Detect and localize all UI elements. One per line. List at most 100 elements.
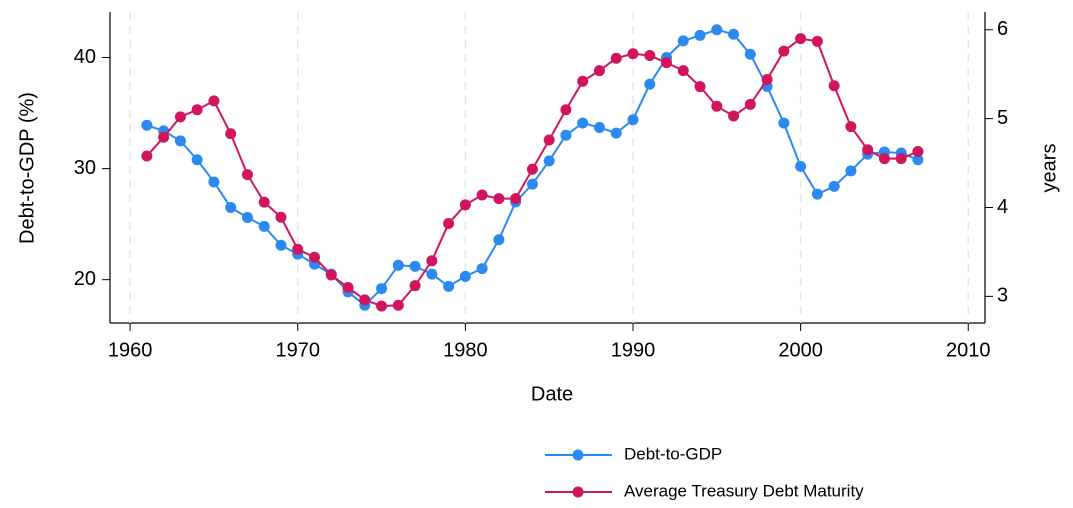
data-point: [526, 178, 538, 190]
legend-marker: [572, 449, 584, 461]
data-point: [543, 134, 555, 146]
data-point: [241, 169, 253, 181]
data-point: [895, 153, 907, 165]
data-point: [258, 196, 270, 208]
data-point: [443, 217, 455, 229]
data-point: [744, 98, 756, 110]
data-point: [493, 193, 505, 205]
data-point: [241, 211, 253, 223]
data-point: [342, 281, 354, 293]
data-point: [543, 155, 555, 167]
y2-tick-label: 4: [997, 196, 1008, 218]
x-axis-label: Date: [531, 383, 573, 405]
y2-tick-label: 6: [997, 18, 1008, 40]
data-point: [728, 110, 740, 122]
data-point: [560, 129, 572, 141]
data-point: [275, 211, 287, 223]
data-point: [610, 127, 622, 139]
data-point: [778, 45, 790, 57]
legend-marker: [572, 486, 584, 498]
data-point: [359, 294, 371, 306]
data-point: [309, 251, 321, 263]
y2-tick-label: 3: [997, 285, 1008, 307]
data-point: [845, 165, 857, 177]
y-tick-label: 30: [74, 157, 96, 179]
data-point: [828, 80, 840, 92]
data-point: [476, 189, 488, 201]
data-point: [493, 234, 505, 246]
x-tick-label: 2000: [778, 339, 823, 361]
data-point: [225, 201, 237, 213]
x-tick-label: 1980: [443, 339, 488, 361]
data-point: [510, 193, 522, 205]
data-point: [409, 260, 421, 272]
data-point: [560, 104, 572, 116]
data-point: [191, 104, 203, 116]
data-point: [225, 128, 237, 140]
data-point: [208, 95, 220, 107]
data-point: [275, 239, 287, 251]
data-point: [728, 28, 740, 40]
x-tick-label: 1960: [108, 339, 153, 361]
data-point: [610, 52, 622, 64]
data-point: [711, 100, 723, 112]
data-point: [593, 65, 605, 77]
data-point: [409, 280, 421, 292]
data-point: [694, 29, 706, 41]
data-point: [392, 299, 404, 311]
x-tick-label: 1990: [611, 339, 656, 361]
data-point: [376, 300, 388, 312]
data-point: [426, 268, 438, 280]
data-point: [627, 48, 639, 60]
data-point: [811, 188, 823, 200]
data-point: [459, 270, 471, 282]
legend-label: Average Treasury Debt Maturity: [624, 481, 864, 500]
data-point: [577, 75, 589, 87]
data-point: [795, 33, 807, 45]
data-point: [711, 24, 723, 36]
y-axis-label: Debt-to-GDP (%): [16, 92, 38, 244]
data-point: [174, 111, 186, 123]
legend-label: Debt-to-GDP: [624, 444, 722, 463]
data-point: [325, 269, 337, 281]
data-point: [661, 57, 673, 69]
data-point: [845, 121, 857, 133]
y2-tick-label: 5: [997, 107, 1008, 129]
data-point: [694, 81, 706, 93]
data-point: [526, 163, 538, 175]
data-point: [191, 154, 203, 166]
data-point: [778, 117, 790, 129]
data-point: [443, 280, 455, 292]
data-point: [795, 160, 807, 172]
data-point: [811, 35, 823, 47]
x-tick-label: 1970: [275, 339, 320, 361]
data-point: [174, 135, 186, 147]
data-point: [744, 48, 756, 60]
data-point: [627, 114, 639, 126]
data-point: [761, 74, 773, 86]
data-point: [677, 35, 689, 47]
x-tick-label: 2010: [946, 339, 991, 361]
data-point: [459, 199, 471, 211]
y-tick-label: 20: [74, 268, 96, 290]
data-point: [577, 117, 589, 129]
data-point: [292, 243, 304, 255]
data-point: [141, 119, 153, 131]
data-point: [912, 154, 924, 166]
data-point: [644, 78, 656, 90]
y-tick-label: 40: [74, 46, 96, 68]
data-point: [376, 283, 388, 295]
data-point: [593, 122, 605, 134]
data-point: [208, 176, 220, 188]
data-point: [141, 150, 153, 162]
data-point: [158, 131, 170, 143]
data-point: [677, 65, 689, 77]
data-point: [862, 144, 874, 156]
data-point: [644, 50, 656, 62]
data-point: [426, 255, 438, 267]
data-point: [878, 153, 890, 165]
data-point: [476, 263, 488, 275]
data-point: [258, 220, 270, 232]
